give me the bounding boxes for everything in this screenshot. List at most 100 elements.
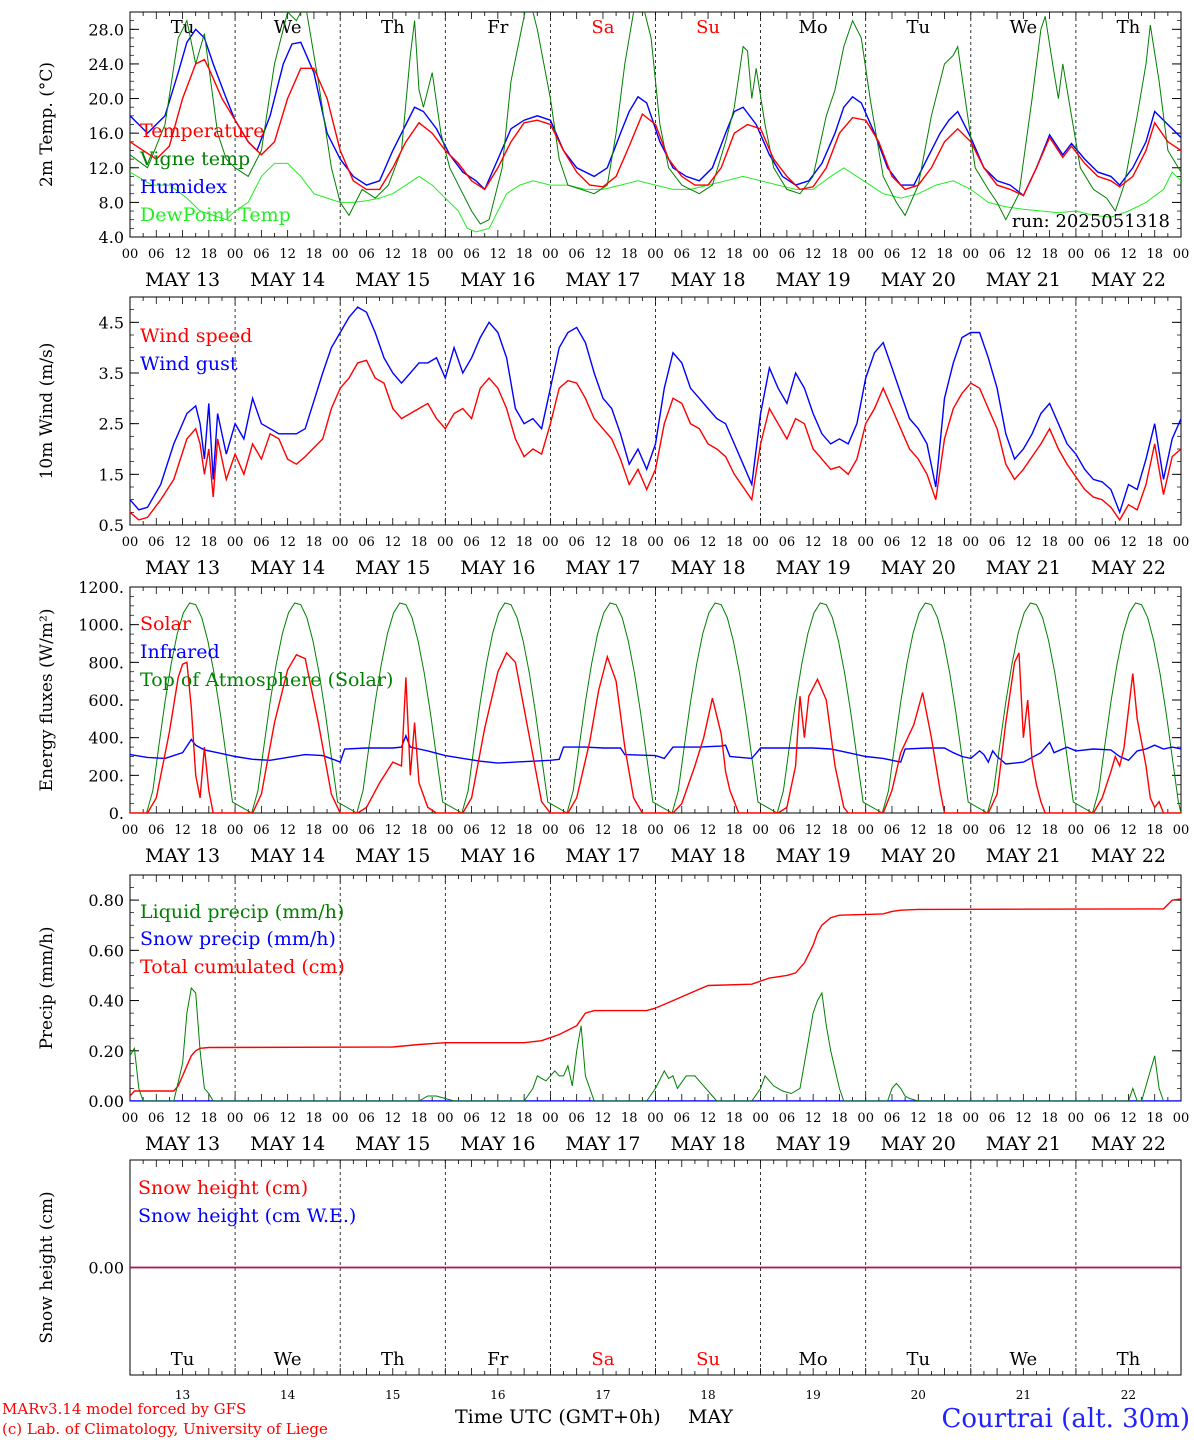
hour-tick-label: 18 bbox=[411, 1111, 428, 1126]
hour-tick-label: 18 bbox=[1041, 823, 1058, 838]
day-number: 18 bbox=[700, 1388, 715, 1402]
hour-tick-label: 06 bbox=[779, 823, 796, 838]
hour-tick-label: 18 bbox=[516, 247, 533, 262]
hour-tick-label: 18 bbox=[1146, 823, 1163, 838]
weekday-label: Th bbox=[381, 1349, 405, 1370]
date-label: MAY 20 bbox=[881, 269, 956, 291]
hour-tick-label: 06 bbox=[463, 823, 480, 838]
hour-tick-label: 12 bbox=[1120, 1111, 1137, 1126]
legend-entry: Top of Atmosphere (Solar) bbox=[140, 669, 393, 691]
weekday-label: Tu bbox=[171, 17, 195, 38]
hour-tick-label: 00 bbox=[542, 535, 559, 550]
hour-tick-label: 06 bbox=[568, 247, 585, 262]
date-label: MAY 16 bbox=[460, 845, 535, 867]
hour-tick-label: 18 bbox=[621, 247, 638, 262]
hour-tick-label: 00 bbox=[647, 247, 664, 262]
weekday-label: Fr bbox=[487, 17, 508, 38]
lab-credit: (c) Lab. of Climatology, University of L… bbox=[2, 1420, 328, 1438]
hour-tick-label: 06 bbox=[884, 1111, 901, 1126]
hour-tick-label: 18 bbox=[1041, 247, 1058, 262]
y-tick-label: 1.5 bbox=[99, 465, 124, 484]
hour-tick-label: 06 bbox=[358, 535, 375, 550]
hour-tick-label: 12 bbox=[595, 1111, 612, 1126]
day-number: 20 bbox=[911, 1388, 926, 1402]
day-number: 13 bbox=[175, 1388, 190, 1402]
date-label: MAY 15 bbox=[355, 845, 430, 867]
hour-tick-label: 06 bbox=[1094, 535, 1111, 550]
date-label: MAY 17 bbox=[565, 1133, 640, 1155]
weekday-label: Su bbox=[696, 1349, 720, 1370]
y-tick-label: 0.40 bbox=[88, 992, 124, 1011]
hour-tick-label: 18 bbox=[726, 1111, 743, 1126]
series-humidex bbox=[130, 28, 1181, 197]
hour-tick-label: 12 bbox=[279, 247, 296, 262]
hour-tick-label: 12 bbox=[174, 823, 191, 838]
hour-tick-label: 12 bbox=[1120, 247, 1137, 262]
hour-tick-label: 18 bbox=[831, 247, 848, 262]
hour-tick-label: 12 bbox=[805, 247, 822, 262]
series-liquid-precip-mm-h bbox=[130, 986, 1164, 1101]
weekday-label: Fr bbox=[487, 1349, 508, 1370]
weekday-label: Mo bbox=[799, 1349, 828, 1370]
y-tick-label: 16.0 bbox=[88, 124, 124, 143]
series-wind-gust bbox=[130, 306, 1181, 515]
hour-tick-label: 06 bbox=[568, 823, 585, 838]
hour-tick-labels: 00 06 12 18 00 06 12 18 00 06 12 18 00 06 12 18 00 06 12 18… bbox=[122, 1111, 1190, 1126]
date-label: MAY 13 bbox=[145, 269, 220, 291]
weekday-label: We bbox=[1010, 17, 1038, 38]
hour-tick-label: 18 bbox=[201, 1111, 218, 1126]
day-number: 19 bbox=[806, 1388, 821, 1402]
y-axis-label: Snow height (cm) bbox=[37, 1191, 57, 1343]
hour-tick-labels: 00 06 12 18 00 06 12 18 00 06 12 18 00 06 12 18 00 06 12 18… bbox=[122, 535, 1190, 550]
hour-tick-label: 06 bbox=[148, 823, 165, 838]
hour-tick-label: 00 bbox=[1173, 535, 1190, 550]
hour-tick-label: 00 bbox=[542, 247, 559, 262]
hour-tick-label: 12 bbox=[279, 1111, 296, 1126]
weekday-label: Th bbox=[381, 17, 405, 38]
hour-tick-label: 00 bbox=[332, 1111, 349, 1126]
hour-tick-label: 00 bbox=[227, 823, 244, 838]
weekday-label: Th bbox=[1117, 17, 1141, 38]
hour-tick-label: 12 bbox=[700, 823, 717, 838]
y-tick-label: 20.0 bbox=[88, 90, 124, 109]
date-label: MAY 14 bbox=[250, 557, 325, 579]
hour-tick-label: 12 bbox=[384, 823, 401, 838]
day-number: 15 bbox=[385, 1388, 400, 1402]
weekday-label: Th bbox=[1117, 1349, 1141, 1370]
date-label: MAY 13 bbox=[145, 557, 220, 579]
hour-tick-labels: 00 06 12 18 00 06 12 18 00 06 12 18 00 06 12 18 00 06 12 18… bbox=[122, 247, 1190, 262]
date-label: MAY 21 bbox=[986, 269, 1061, 291]
hour-tick-label: 00 bbox=[963, 823, 980, 838]
hour-tick-label: 06 bbox=[884, 247, 901, 262]
hour-tick-label: 12 bbox=[279, 823, 296, 838]
y-tick-label: 4.5 bbox=[99, 313, 124, 332]
hour-tick-label: 00 bbox=[857, 247, 874, 262]
hour-tick-label: 12 bbox=[700, 247, 717, 262]
day-number: 16 bbox=[490, 1388, 505, 1402]
weekday-label: Tu bbox=[906, 17, 930, 38]
hour-tick-label: 06 bbox=[568, 1111, 585, 1126]
legend-entry: Liquid precip (mm/h) bbox=[140, 901, 344, 923]
hour-tick-label: 06 bbox=[1094, 247, 1111, 262]
hour-tick-label: 12 bbox=[174, 247, 191, 262]
hour-tick-label: 06 bbox=[568, 535, 585, 550]
hour-tick-label: 06 bbox=[779, 247, 796, 262]
hour-tick-label: 12 bbox=[384, 535, 401, 550]
date-label: MAY 13 bbox=[145, 1133, 220, 1155]
y-tick-label: 600. bbox=[88, 691, 124, 710]
hour-tick-label: 12 bbox=[910, 823, 927, 838]
hour-tick-label: 00 bbox=[437, 535, 454, 550]
panel-5: 0.00 Snow height (cm) Tu We Th Fr Sa Su Mo Tu We Th… bbox=[37, 1159, 1182, 1402]
y-tick-label: 8.0 bbox=[99, 193, 124, 212]
date-label: MAY 18 bbox=[670, 845, 745, 867]
legend-entry: Humidex bbox=[140, 176, 227, 198]
hour-tick-label: 12 bbox=[1120, 823, 1137, 838]
date-label: MAY 17 bbox=[565, 845, 640, 867]
hour-tick-label: 18 bbox=[726, 823, 743, 838]
y-tick-label: 3.5 bbox=[99, 364, 124, 383]
hour-tick-label: 12 bbox=[490, 1111, 507, 1126]
date-label: MAY 15 bbox=[355, 557, 430, 579]
hour-tick-label: 06 bbox=[884, 823, 901, 838]
series-top-of-atmosphere-solar bbox=[146, 602, 1181, 813]
